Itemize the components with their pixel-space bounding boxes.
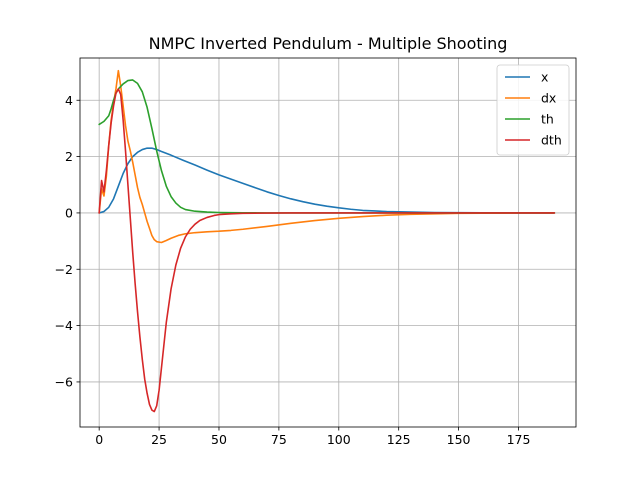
legend-label-x: x	[541, 70, 548, 85]
series-line-dx	[98, 69, 556, 244]
y-tick-label: 0	[65, 205, 73, 220]
legend-label-dx: dx	[541, 91, 556, 106]
x-tick-label: 50	[211, 432, 227, 447]
y-tick-label: −2	[55, 262, 73, 277]
y-tick-label: 2	[65, 149, 73, 164]
series-line-dth	[98, 88, 556, 413]
y-tick-label: −6	[55, 374, 73, 389]
y-tick-label: −4	[55, 318, 73, 333]
legend-box	[496, 64, 570, 156]
legend-label-th: th	[541, 112, 554, 127]
series-line-x	[98, 147, 556, 214]
x-tick-label: 175	[507, 432, 531, 447]
chart-title: NMPC Inverted Pendulum - Multiple Shooti…	[149, 34, 508, 53]
y-tick-label: 4	[65, 93, 73, 108]
x-tick-label: 100	[327, 432, 351, 447]
plot-frame	[79, 57, 577, 428]
x-tick-label: 125	[387, 432, 411, 447]
series-lines	[98, 69, 556, 413]
x-tick-label: 25	[151, 432, 167, 447]
x-tick-label: 150	[447, 432, 471, 447]
legend-label-dth: dth	[541, 133, 562, 148]
x-tick-label: 0	[95, 432, 103, 447]
x-tick-label: 75	[271, 432, 287, 447]
legend: x dx th dth	[496, 64, 570, 156]
axis-ticks: 0 25 50 75 100 125 150 175 −6 −4 −2 0 2 4	[55, 93, 531, 447]
